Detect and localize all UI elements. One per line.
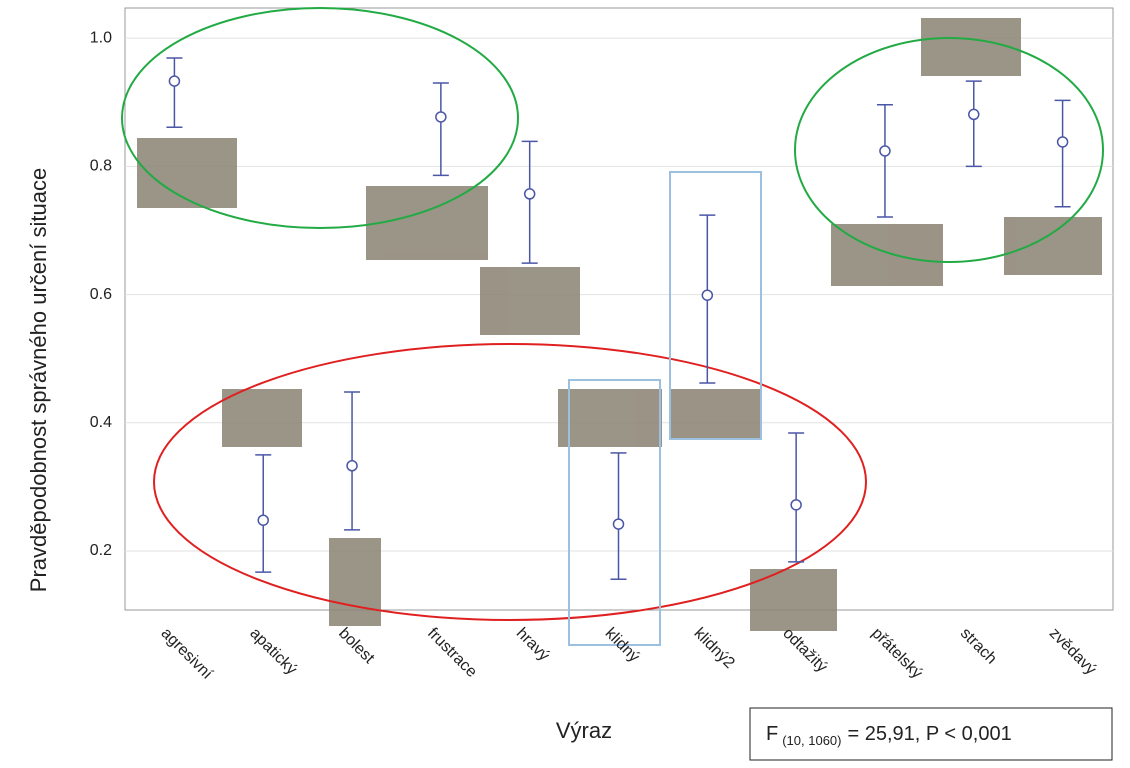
x-tick-label: apatický [246, 625, 300, 679]
x-tick-label: klidný2 [690, 625, 737, 672]
stats-df: (10, 1060) [782, 733, 841, 748]
y-tick-label: 0.2 [90, 542, 112, 559]
x-tick-label: hravý [513, 625, 553, 665]
y-tick-label: 0.4 [90, 414, 112, 431]
stats-annotation: F (10, 1060) = 25,91, P < 0,001 [766, 723, 1012, 748]
point [879, 145, 891, 157]
x-tick-label: strach [957, 625, 1000, 668]
x-tick-label: odtažitý [779, 625, 830, 676]
y-tick-label: 0.8 [90, 158, 112, 175]
highlight-ellipse [794, 37, 1104, 263]
y-tick-label: 0.6 [90, 286, 112, 303]
highlight-box [669, 171, 762, 440]
photos [137, 18, 1102, 631]
x-tick-label: přátelský [868, 625, 925, 682]
highlight-ellipse [153, 343, 867, 621]
x-tick-label: frustrace [424, 625, 480, 681]
point [523, 188, 536, 200]
y-axis-label: Pravděpodobnost správného určení situace [26, 168, 51, 592]
x-tick-label: zvědavý [1046, 625, 1100, 679]
point [435, 111, 447, 123]
point [346, 460, 358, 472]
stats-f: F [766, 723, 778, 745]
point [168, 75, 181, 87]
x-axis-label: Výraz [556, 718, 612, 743]
highlight-box [568, 379, 661, 646]
point [612, 518, 625, 530]
x-tick-label: bolest [335, 625, 378, 668]
highlight-ellipse [121, 7, 519, 229]
point [1056, 136, 1069, 148]
point [968, 108, 980, 121]
point [790, 499, 802, 511]
y-tick-label: 1.0 [90, 29, 112, 46]
point [701, 289, 714, 301]
x-tick-label: agresivní [158, 625, 216, 683]
point [257, 514, 269, 526]
stats-value: = 25,91, P < 0,001 [847, 723, 1011, 745]
plot-frame [124, 7, 1114, 611]
stats-box [749, 707, 1113, 761]
